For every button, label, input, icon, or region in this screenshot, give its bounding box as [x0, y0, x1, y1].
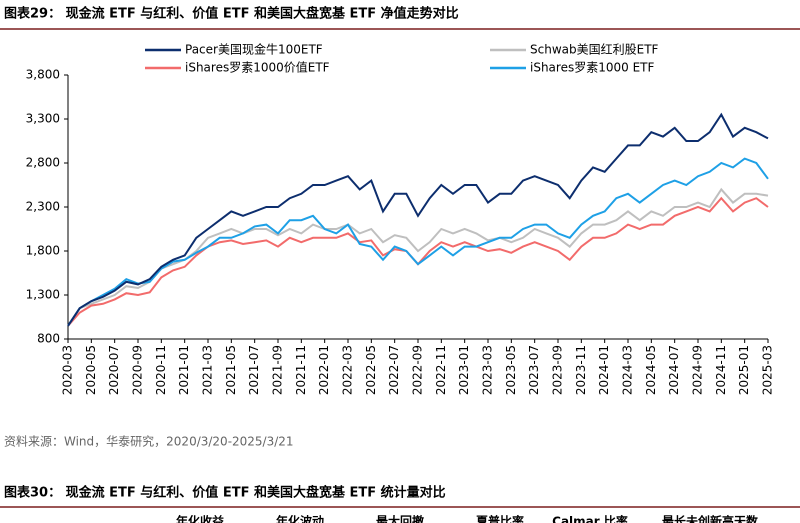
- y-tick-label: 800: [37, 332, 60, 346]
- series-line: [67, 112, 769, 327]
- x-tick-label: 2023-01: [457, 345, 471, 395]
- x-tick-label: 2020-05: [84, 345, 98, 395]
- legend-label: Schwab美国红利股ETF: [530, 42, 659, 57]
- y-tick-label: 3,800: [26, 68, 60, 82]
- x-tick-label: 2020-03: [61, 345, 75, 395]
- x-tick-label: 2023-09: [551, 345, 565, 395]
- x-tick-label: 2023-11: [574, 345, 588, 395]
- x-tick-label: 2024-07: [667, 345, 681, 395]
- table-header: 夏普比率: [476, 514, 524, 523]
- source-note: 资料来源：Wind，华泰研究，2020/3/20-2025/3/21: [4, 434, 294, 449]
- x-tick-label: 2025-01: [737, 345, 751, 395]
- series-line: [67, 157, 769, 327]
- x-tick-label: 2022-09: [411, 345, 425, 395]
- table-header: 年化收益: [176, 514, 224, 523]
- table-header: 年化波动: [276, 514, 324, 523]
- y-tick-label: 2,300: [26, 200, 60, 214]
- x-tick-label: 2024-01: [597, 345, 611, 395]
- x-tick-label: 2025-03: [761, 345, 775, 395]
- x-tick-label: 2023-03: [481, 345, 495, 395]
- series-line: [67, 187, 769, 327]
- x-tick-label: 2022-03: [341, 345, 355, 395]
- x-tick-label: 2021-03: [201, 345, 215, 395]
- x-tick-label: 2020-11: [154, 345, 168, 395]
- x-tick-label: 2024-05: [644, 345, 658, 395]
- x-tick-label: 2020-09: [131, 345, 145, 395]
- y-tick-label: 2,800: [26, 156, 60, 170]
- x-tick-label: 2023-05: [504, 345, 518, 395]
- x-tick-label: 2024-11: [714, 345, 728, 395]
- x-tick-label: 2023-07: [527, 345, 541, 395]
- x-tick-label: 2022-01: [317, 345, 331, 395]
- x-tick-label: 2022-07: [387, 345, 401, 395]
- table-header: 最长未创新高天数: [662, 514, 759, 523]
- y-tick-label: 1,300: [26, 288, 60, 302]
- y-tick-label: 3,300: [26, 112, 60, 126]
- x-tick-label: 2021-11: [294, 345, 308, 395]
- x-tick-label: 2020-07: [107, 345, 121, 395]
- x-tick-label: 2021-01: [177, 345, 191, 395]
- figure-title: 图表30： 现金流 ETF 与红利、价值 ETF 和美国大盘宽基 ETF 统计量…: [4, 485, 446, 501]
- table-header: Calmar 比率: [552, 514, 628, 523]
- x-tick-label: 2022-11: [434, 345, 448, 395]
- x-tick-label: 2022-05: [364, 345, 378, 395]
- x-tick-label: 2024-03: [621, 345, 635, 395]
- y-tick-label: 1,800: [26, 244, 60, 258]
- x-tick-label: 2021-09: [271, 345, 285, 395]
- figure-title: 图表29： 现金流 ETF 与红利、价值 ETF 和美国大盘宽基 ETF 净值走…: [4, 6, 459, 22]
- x-tick-label: 2021-07: [247, 345, 261, 395]
- x-tick-label: 2024-09: [691, 345, 705, 395]
- legend-label: Pacer美国现金牛100ETF: [185, 42, 323, 57]
- legend-label: iShares罗素1000 ETF: [530, 61, 654, 75]
- legend-label: iShares罗素1000价值ETF: [185, 60, 330, 75]
- table-header: 最大回撤: [376, 514, 424, 523]
- x-tick-label: 2021-05: [224, 345, 238, 395]
